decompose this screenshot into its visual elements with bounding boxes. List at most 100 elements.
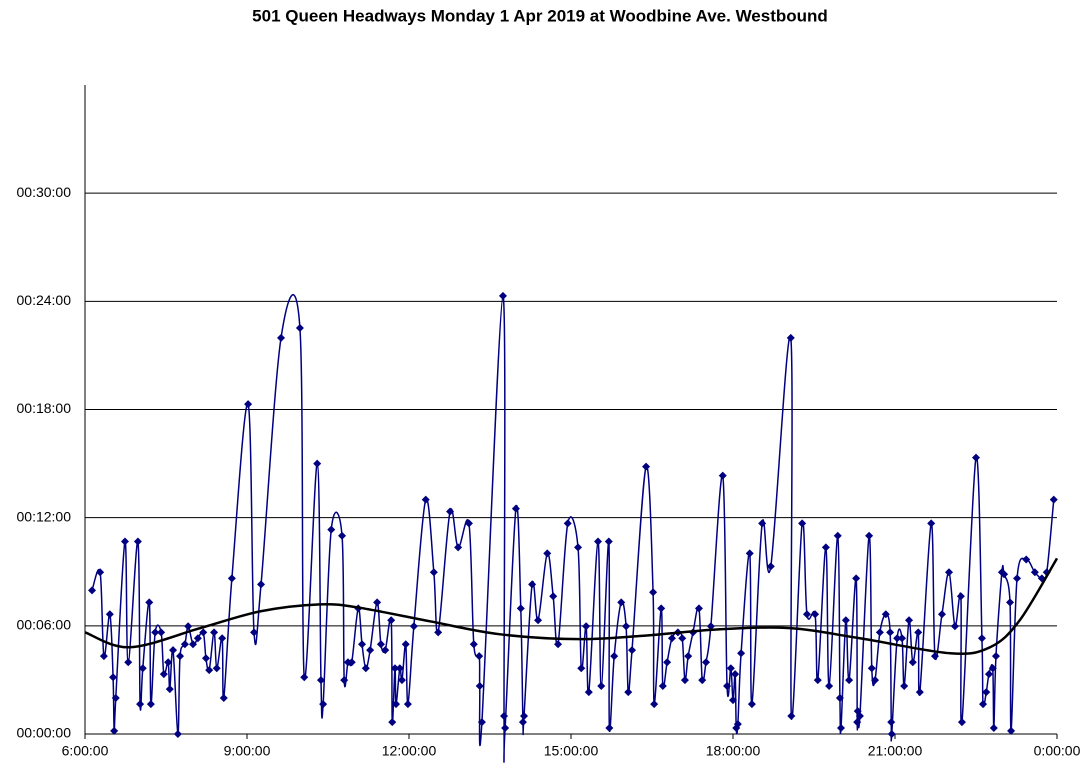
- marker: [731, 670, 740, 679]
- marker: [219, 693, 228, 702]
- marker: [227, 574, 236, 583]
- marker: [726, 664, 735, 673]
- marker: [658, 682, 667, 691]
- x-tick-label: 18:00:00: [706, 743, 761, 759]
- x-tick-label: 6:00:00: [62, 743, 109, 759]
- marker: [991, 652, 1000, 661]
- marker: [475, 652, 484, 661]
- marker: [361, 664, 370, 673]
- marker: [469, 640, 478, 649]
- marker: [409, 622, 418, 631]
- marker: [837, 724, 845, 733]
- marker: [915, 688, 924, 697]
- marker: [989, 724, 998, 733]
- marker: [454, 543, 463, 552]
- marker: [737, 649, 746, 658]
- marker: [887, 730, 896, 738]
- marker: [835, 693, 844, 702]
- marker: [475, 682, 484, 691]
- marker: [184, 622, 193, 631]
- marker: [327, 525, 336, 534]
- marker: [624, 688, 633, 697]
- marker: [594, 537, 602, 546]
- marker: [164, 658, 173, 667]
- marker: [189, 640, 197, 649]
- marker: [295, 324, 304, 333]
- marker: [173, 730, 182, 738]
- marker: [908, 658, 917, 667]
- x-tick-label: 0:00:00: [1034, 743, 1081, 759]
- marker: [821, 543, 830, 552]
- marker: [210, 628, 219, 637]
- marker: [930, 652, 939, 661]
- y-tick-label: 00:00:00: [17, 725, 72, 741]
- marker: [434, 628, 443, 637]
- marker: [852, 574, 861, 583]
- y-tick-label: 00:18:00: [17, 400, 72, 416]
- marker: [105, 610, 114, 619]
- chart-title: 501 Queen Headways Monday 1 Apr 2019 at …: [252, 6, 828, 25]
- marker: [138, 664, 147, 673]
- marker: [180, 640, 189, 649]
- marker: [338, 531, 347, 540]
- marker: [313, 459, 322, 468]
- marker: [358, 640, 367, 649]
- marker: [758, 519, 767, 528]
- marker: [649, 588, 658, 597]
- marker: [511, 504, 520, 513]
- marker: [584, 688, 593, 697]
- marker: [145, 598, 154, 607]
- marker: [680, 676, 689, 685]
- marker: [518, 718, 527, 727]
- marker: [865, 531, 874, 540]
- marker: [893, 634, 902, 643]
- x-tick-label: 9:00:00: [224, 743, 271, 759]
- marker: [1030, 568, 1039, 577]
- marker: [373, 598, 382, 607]
- marker: [582, 622, 591, 631]
- marker: [401, 640, 410, 649]
- marker: [516, 604, 525, 613]
- marker: [88, 586, 97, 595]
- marker: [528, 580, 537, 589]
- y-tick-label: 00:30:00: [17, 184, 72, 200]
- marker: [392, 700, 401, 709]
- marker: [657, 604, 666, 613]
- marker: [723, 682, 732, 691]
- marker: [957, 718, 966, 727]
- marker: [678, 634, 687, 643]
- marker: [1006, 598, 1015, 607]
- marker: [802, 610, 811, 619]
- marker: [875, 628, 884, 637]
- marker: [574, 543, 583, 552]
- marker: [250, 628, 259, 637]
- marker: [136, 700, 145, 709]
- marker: [277, 333, 286, 342]
- marker: [159, 670, 168, 679]
- x-tick-label: 15:00:00: [544, 743, 599, 759]
- marker: [898, 634, 907, 643]
- marker: [146, 700, 155, 709]
- marker: [622, 622, 631, 631]
- y-tick-label: 00:06:00: [17, 617, 72, 633]
- marker: [786, 333, 795, 342]
- marker: [984, 670, 993, 679]
- marker: [319, 700, 328, 709]
- marker: [853, 718, 862, 727]
- marker: [193, 634, 202, 643]
- marker: [650, 700, 659, 709]
- marker: [110, 726, 119, 735]
- marker: [381, 646, 390, 655]
- marker: [667, 634, 676, 643]
- marker: [597, 682, 606, 691]
- marker: [124, 658, 133, 667]
- y-tick-label: 00:24:00: [17, 292, 72, 308]
- marker: [766, 562, 775, 571]
- marker: [554, 640, 563, 649]
- marker: [520, 711, 529, 720]
- marker: [684, 652, 693, 661]
- marker: [747, 700, 756, 709]
- marker: [617, 598, 626, 607]
- marker: [855, 711, 864, 720]
- marker: [446, 507, 455, 516]
